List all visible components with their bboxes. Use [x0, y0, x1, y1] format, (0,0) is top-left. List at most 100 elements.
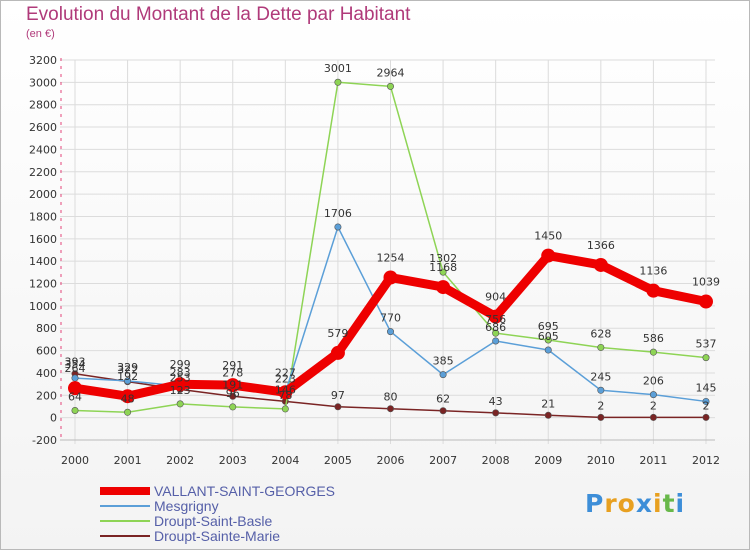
- y-tick-label: 400: [36, 367, 57, 380]
- x-tick-label: 2011: [639, 454, 667, 467]
- x-tick-label: 2000: [61, 454, 89, 467]
- data-point-droupt-saint-basle: [229, 403, 237, 411]
- data-label-vallant-saint-georges: 1168: [429, 261, 457, 274]
- data-label-mesgrigny: 770: [380, 312, 401, 325]
- data-label-vallant-saint-georges: 1136: [639, 265, 667, 278]
- data-point-vallant-saint-georges: [173, 377, 188, 392]
- legend-label-mesgrigny: Mesgrigny: [154, 498, 219, 514]
- data-point-mesgrigny: [386, 328, 394, 336]
- grid-layer: [60, 59, 715, 444]
- data-label-droupt-sainte-marie: 2: [597, 399, 604, 412]
- data-point-vallant-saint-georges: [278, 385, 293, 400]
- data-point-droupt-sainte-marie: [334, 403, 342, 411]
- data-point-droupt-saint-basle: [492, 329, 500, 337]
- y-tick-label: 1000: [29, 300, 57, 313]
- data-label-droupt-sainte-marie: 43: [489, 395, 503, 408]
- data-label-droupt-saint-basle: 123: [170, 384, 191, 397]
- data-label-droupt-sainte-marie: 62: [436, 393, 450, 406]
- y-tick-label: 0: [50, 412, 57, 425]
- data-label-mesgrigny: 354: [65, 358, 86, 371]
- legend-label-vallant: VALLANT-SAINT-GEORGES: [154, 483, 336, 499]
- data-point-vallant-saint-georges: [436, 280, 451, 295]
- y-tick-label: 2600: [29, 121, 57, 134]
- data-point-vallant-saint-georges: [225, 378, 240, 393]
- data-point-droupt-sainte-marie: [386, 405, 394, 413]
- data-point-vallant-saint-georges: [383, 270, 398, 285]
- data-point-droupt-sainte-marie: [439, 407, 447, 415]
- data-point-droupt-saint-basle: [544, 336, 552, 344]
- data-point-vallant-saint-georges: [330, 345, 345, 360]
- data-point-droupt-saint-basle: [439, 268, 447, 276]
- data-label-mesgrigny: 245: [590, 370, 611, 383]
- data-point-mesgrigny: [71, 374, 79, 382]
- data-label-vallant-saint-georges: 1039: [692, 276, 720, 289]
- data-point-droupt-sainte-marie: [597, 413, 605, 421]
- data-label-mesgrigny: 329: [117, 361, 138, 374]
- legend-swatch-droupt-saint-basle: [100, 520, 150, 522]
- data-point-droupt-saint-basle: [702, 354, 710, 362]
- data-label-mesgrigny: 278: [222, 367, 243, 380]
- x-tick-label: 2002: [166, 454, 194, 467]
- x-tick-label: 2009: [534, 454, 562, 467]
- data-point-mesgrigny: [492, 337, 500, 345]
- data-label-vallant-saint-georges: 1254: [377, 251, 405, 264]
- data-label-droupt-sainte-marie: 21: [541, 397, 555, 410]
- data-point-droupt-sainte-marie: [492, 409, 500, 417]
- data-label-mesgrigny: 283: [170, 366, 191, 379]
- data-label-vallant-saint-georges: 299: [170, 358, 191, 371]
- data-label-droupt-saint-basle: 756: [485, 313, 506, 326]
- data-point-mesgrigny: [702, 397, 710, 405]
- data-point-droupt-saint-basle: [124, 408, 132, 416]
- x-tick-label: 2001: [114, 454, 142, 467]
- y-tick-label: 3200: [29, 54, 57, 67]
- data-point-vallant-saint-georges: [68, 381, 82, 396]
- data-point-vallant-saint-georges: [699, 294, 713, 309]
- data-label-droupt-saint-basle: 78: [278, 389, 292, 402]
- data-label-vallant-saint-georges: 264: [65, 362, 86, 375]
- data-label-vallant-saint-georges: 904: [485, 291, 506, 304]
- data-point-vallant-saint-georges: [646, 283, 661, 298]
- logo-letter: i: [675, 489, 686, 518]
- data-label-droupt-saint-basle: 628: [590, 327, 611, 340]
- logo-letter: x: [635, 489, 653, 518]
- data-label-droupt-sainte-marie: 393: [65, 356, 86, 369]
- data-point-droupt-saint-basle: [71, 406, 79, 414]
- legend-label-droupt-saint-basle: Droupt-Saint-Basle: [154, 513, 273, 529]
- data-label-droupt-sainte-marie: 253: [170, 371, 191, 384]
- x-tick-label: 2007: [429, 454, 457, 467]
- y-tick-label: 600: [36, 345, 57, 358]
- data-label-droupt-sainte-marie: 2: [650, 399, 657, 412]
- logo-letter: o: [617, 489, 636, 518]
- series-layer: [68, 78, 713, 421]
- y-tick-label: 1400: [29, 255, 57, 268]
- data-point-droupt-saint-basle: [649, 348, 657, 356]
- data-label-droupt-sainte-marie: 2: [703, 399, 710, 412]
- data-point-droupt-sainte-marie: [702, 413, 710, 421]
- y-tick-label: 200: [36, 389, 57, 402]
- x-tick-label: 2008: [482, 454, 510, 467]
- x-tick-label: 2006: [377, 454, 405, 467]
- data-point-mesgrigny: [334, 223, 342, 231]
- data-label-droupt-saint-basle: 1302: [429, 252, 457, 265]
- data-label-vallant-saint-georges: 291: [222, 359, 243, 372]
- chart-subtitle: (en €): [26, 28, 55, 40]
- data-label-droupt-saint-basle: 2964: [377, 66, 405, 79]
- logo-letter: r: [604, 489, 618, 518]
- data-label-mesgrigny: 385: [433, 355, 454, 368]
- data-point-mesgrigny: [597, 386, 605, 394]
- data-label-droupt-sainte-marie: 191: [222, 378, 243, 391]
- data-point-droupt-saint-basle: [597, 343, 605, 351]
- data-point-droupt-saint-basle: [176, 400, 184, 408]
- y-tick-label: 3000: [29, 76, 57, 89]
- data-label-mesgrigny: 145: [696, 381, 717, 394]
- legend-swatch-vallant: [100, 487, 150, 495]
- y-tick-label: 1200: [29, 278, 57, 291]
- legend-label-droupt-sainte-marie: Droupt-Sainte-Marie: [154, 528, 281, 544]
- y-tick-label: 2400: [29, 143, 57, 156]
- data-label-droupt-saint-basle: 3001: [324, 62, 352, 75]
- x-tick-label: 2005: [324, 454, 352, 467]
- y-tick-label: 2000: [29, 188, 57, 201]
- data-point-droupt-sainte-marie: [649, 413, 657, 421]
- data-label-droupt-sainte-marie: 97: [331, 389, 345, 402]
